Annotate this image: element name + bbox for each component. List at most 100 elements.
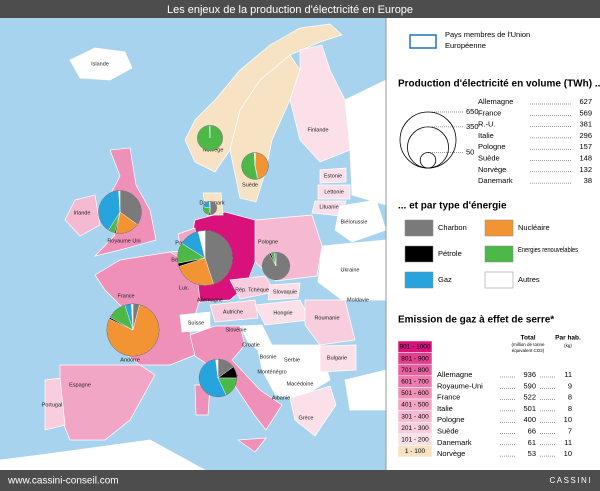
col-hab-note: (kg) [564, 343, 572, 348]
energy-title: ... et par type d'énergie [398, 201, 507, 212]
energy-swatch [404, 271, 434, 289]
latvia [317, 184, 351, 200]
emission-country: Royaume-Uni [437, 381, 483, 390]
pie-outline [261, 251, 291, 281]
country-label: Pologne [258, 239, 278, 245]
country-label: Macédoine [287, 381, 314, 387]
country-label: Suisse [188, 320, 205, 326]
eu-legend-text: Pays membres de l'Union [445, 30, 530, 39]
emission-scale-label: 601 - 700 [401, 379, 429, 386]
country-label: Andorre [120, 357, 140, 363]
production-value: 157 [579, 142, 592, 151]
country-label: Ukraine [341, 267, 360, 273]
production-country: Italie [478, 131, 494, 140]
emission-scale-label: 1 - 100 [405, 448, 426, 455]
country-label: Lituanie [319, 204, 338, 210]
sicily [236, 437, 267, 453]
pie-outline [198, 358, 238, 398]
country-label: Moldavie [347, 297, 369, 303]
norway [184, 23, 343, 173]
emission-per-hab: 10 [564, 449, 572, 458]
production-country: Suède [478, 153, 500, 162]
energy-label: Gaz [438, 275, 452, 284]
emission-scale-label: 901 - 1000 [399, 344, 430, 351]
ukraine [317, 239, 387, 301]
production-country: R.-U. [478, 120, 496, 129]
country-label: Irlande [74, 210, 91, 216]
balkans [257, 344, 331, 399]
country-label: Portugal [42, 402, 63, 408]
production-country: Norvège [478, 165, 506, 174]
footer-url[interactable]: www.cassini-conseil.com [7, 476, 119, 487]
emission-per-hab: 11 [564, 438, 572, 447]
country-label: Autriche [223, 309, 243, 315]
belarus [334, 199, 387, 243]
production-value: 569 [579, 108, 592, 117]
bulgaria [319, 344, 357, 373]
country-label: Bosnie [260, 354, 277, 360]
country-label: Serbie [284, 357, 300, 363]
portugal [44, 377, 66, 431]
pie-outline [241, 152, 269, 180]
country-label: Rép. Tchèque [235, 287, 269, 293]
bubble-legend-label: 650 [466, 107, 479, 116]
emission-total: 400 [523, 415, 536, 424]
col-total: Total [520, 335, 535, 342]
bubble-legend-label: 50 [466, 147, 474, 156]
pie-outline [98, 190, 142, 234]
emission-country: Italie [437, 404, 453, 413]
energy-swatch [404, 219, 434, 237]
production-country: Allemagne [478, 97, 513, 106]
emission-total: 53 [528, 449, 536, 458]
col-total-note: (million de tonne [511, 342, 545, 347]
country-label: Islande [91, 61, 109, 67]
emission-total: 61 [528, 438, 536, 447]
emission-per-hab: 9 [568, 381, 572, 390]
emission-total: 501 [523, 404, 536, 413]
col-total-note: équivalent CO2) [512, 348, 545, 353]
country-label: Albanie [272, 395, 290, 401]
finland [289, 44, 351, 163]
energy-label: Charbon [438, 223, 467, 232]
country-label: Lux. [179, 285, 190, 291]
emission-total: 936 [523, 370, 536, 379]
slovakia [267, 282, 301, 301]
greece [289, 385, 337, 437]
energy-label: Autres [518, 275, 540, 284]
emission-per-hab: 10 [564, 415, 572, 424]
production-country: Danemark [478, 176, 513, 185]
emission-country: Allemagne [437, 370, 472, 379]
bubble-legend-label: 350 [466, 122, 479, 131]
country-label: Slovénie [225, 327, 246, 333]
austria [209, 299, 259, 323]
pie-outline [197, 125, 223, 151]
emission-scale-label: 301 - 400 [401, 413, 429, 420]
estonia [319, 167, 347, 184]
production-value: 296 [579, 131, 592, 140]
ireland [64, 194, 101, 237]
emission-country: Suède [437, 426, 459, 435]
emission-scale-label: 801 - 900 [401, 355, 429, 362]
country-label: Croatie [242, 342, 260, 348]
emission-scale-label: 401 - 500 [401, 402, 429, 409]
production-title: Production d'électricité en volume (TWh)… [398, 79, 600, 90]
country-label: Allemagne [197, 297, 223, 303]
country-label: Espagne [69, 382, 91, 388]
title: Les enjeux de la production d'électricit… [167, 4, 413, 16]
country-label: Monténégro [257, 369, 286, 375]
emission-scale-label: 501 - 600 [401, 390, 429, 397]
pie-outline [177, 230, 233, 286]
energy-swatch [484, 271, 514, 289]
emission-total: 66 [528, 426, 536, 435]
country-label: France [117, 293, 134, 299]
pie-outline [202, 200, 218, 216]
emission-country: Pologne [437, 415, 465, 424]
title-bar [0, 0, 600, 18]
country-label: Slovaquie [273, 289, 297, 295]
emission-scale-swatch [397, 445, 433, 458]
emission-scale-label: 101 - 200 [401, 437, 429, 444]
production-value: 627 [579, 97, 592, 106]
emission-scale-label: 201 - 300 [401, 425, 429, 432]
emission-country: Danemark [437, 438, 472, 447]
